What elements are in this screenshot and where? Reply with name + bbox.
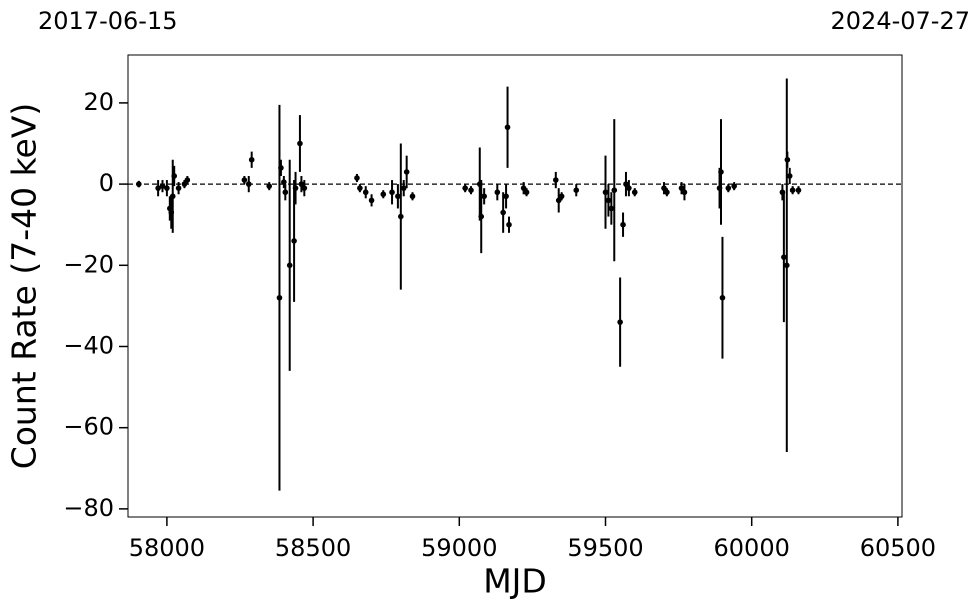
- data-point: [681, 189, 688, 196]
- x-tick-label: 60500: [860, 534, 936, 562]
- data-point: [626, 185, 632, 191]
- data-point: [500, 209, 506, 216]
- data-point: [661, 185, 667, 191]
- x-tick-label: 59000: [421, 534, 497, 562]
- data-point: [620, 221, 626, 228]
- data-point: [286, 262, 293, 269]
- data-point: [400, 185, 407, 191]
- plot-frame: [127, 54, 903, 518]
- data-point: [409, 193, 416, 200]
- data-point: [523, 189, 530, 196]
- data-point: [136, 181, 142, 187]
- data-point: [573, 187, 580, 193]
- y-tick-label: −60: [63, 413, 114, 441]
- data-point: [248, 156, 255, 163]
- data-point: [175, 185, 182, 191]
- data-point: [494, 189, 501, 196]
- data-point: [354, 175, 360, 181]
- data-point: [789, 187, 796, 193]
- data-point: [725, 185, 732, 191]
- top-date-label: 2017-06-15: [38, 7, 177, 35]
- data-point: [276, 294, 283, 301]
- data-point: [719, 294, 726, 301]
- data-point: [398, 213, 404, 220]
- data-point: [297, 140, 303, 147]
- data-point: [504, 124, 511, 131]
- x-tick-label: 60000: [714, 534, 790, 562]
- data-point: [357, 185, 363, 191]
- data-point: [664, 189, 670, 196]
- data-point: [731, 183, 737, 189]
- data-point: [468, 187, 474, 193]
- data-point: [462, 185, 468, 191]
- x-tick-label: 58500: [275, 534, 351, 562]
- data-point: [503, 193, 509, 200]
- data-point: [171, 173, 178, 179]
- y-tick-label: 0: [99, 169, 114, 197]
- data-point: [678, 185, 685, 191]
- data-point: [558, 193, 565, 200]
- data-point: [608, 205, 615, 212]
- y-tick-label: 20: [83, 88, 114, 116]
- data-point: [611, 187, 618, 193]
- data-point: [786, 173, 793, 179]
- data-point: [552, 177, 559, 183]
- y-axis-label: Count Rate (7-40 keV): [5, 103, 44, 470]
- data-point: [478, 213, 485, 220]
- data-point: [184, 177, 191, 183]
- data-point: [241, 177, 248, 183]
- data-point: [506, 221, 512, 228]
- data-point: [266, 183, 273, 189]
- data-point: [403, 169, 410, 175]
- data-point: [605, 197, 612, 204]
- data-point: [298, 181, 305, 187]
- data-point: [718, 169, 724, 175]
- data-point: [291, 238, 297, 244]
- data-point: [602, 189, 609, 196]
- data-point: [795, 187, 802, 193]
- data-point: [301, 185, 308, 191]
- data-point: [164, 185, 170, 191]
- data-point: [281, 179, 287, 185]
- data-point: [783, 262, 790, 269]
- data-point: [395, 193, 401, 200]
- data-point: [781, 254, 787, 260]
- data-point: [617, 319, 623, 325]
- data-point: [389, 189, 395, 196]
- data-point: [245, 181, 252, 187]
- data-point: [368, 197, 375, 204]
- data-point: [155, 185, 161, 191]
- data-point: [292, 185, 299, 191]
- data-point: [520, 185, 527, 191]
- top-date-label: 2024-07-27: [831, 7, 970, 35]
- data-point: [380, 191, 387, 198]
- data-point: [631, 189, 638, 196]
- data-point: [362, 189, 369, 196]
- x-tick-label: 59500: [567, 534, 643, 562]
- data-point: [159, 183, 166, 189]
- x-axis-label: MJD: [483, 562, 547, 601]
- data-point: [555, 197, 562, 204]
- data-point: [278, 165, 284, 171]
- data-point: [169, 193, 176, 200]
- y-tick-label: −40: [63, 331, 114, 359]
- data-point: [623, 181, 629, 187]
- y-tick-label: −20: [63, 250, 114, 278]
- data-point: [181, 181, 188, 187]
- x-tick-label: 58000: [129, 534, 205, 562]
- data-point: [282, 189, 289, 196]
- y-tick-label: −80: [63, 494, 114, 522]
- data-point: [481, 193, 487, 200]
- data-point: [784, 156, 791, 163]
